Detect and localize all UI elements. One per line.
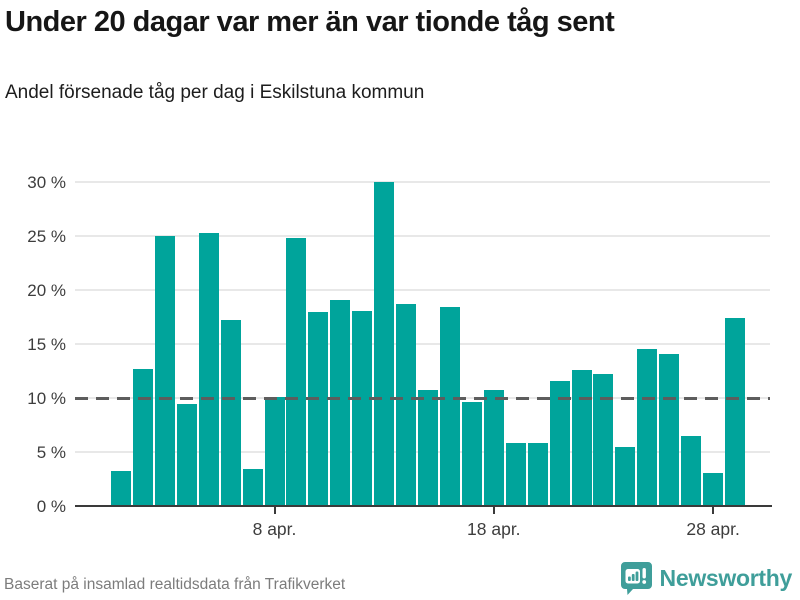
bar-21apr [549,380,570,506]
bar-26apr [659,353,680,506]
bar-17apr [461,402,482,506]
bar-27apr [681,435,702,506]
bar-11apr [330,299,351,506]
x-axis-label-28apr: 28 apr. [686,519,740,539]
bar-8apr [264,396,285,506]
bar-20apr [527,443,548,506]
reference-line-10pct [75,396,770,400]
y-axis-label-30: 30 % [27,173,66,192]
y-axis-label-5: 5 % [36,443,66,462]
x-axis-label-18apr: 18 apr. [467,519,521,539]
bar-chart-plot-area [75,181,770,506]
bar-19apr [505,443,526,506]
y-axis-label-15: 15 % [27,335,66,354]
bar-6apr [220,320,241,506]
x-axis-tick-28apr [712,507,715,514]
bar-2apr [132,368,153,506]
bar-9apr [286,238,307,506]
bar-23apr [593,374,614,506]
gridline-20pct [75,289,770,291]
page-title: Under 20 dagar var mer än var tionde tåg… [5,6,615,38]
bar-5apr [198,232,219,506]
x-axis-tick-18apr [492,507,495,514]
x-axis-tick-8apr [273,507,276,514]
x-axis-line [75,505,772,507]
bar-7apr [242,469,263,506]
bar-1apr [111,471,131,506]
bar-4apr [176,404,197,506]
gridline-15pct [75,343,770,345]
bar-13apr [374,182,395,506]
bar-24apr [615,446,636,506]
y-axis-label-25: 25 % [27,227,66,246]
bar-14apr [396,304,417,506]
newsworthy-logo-icon [620,561,653,595]
y-axis-label-20: 20 % [27,281,66,300]
gridline-25pct [75,235,770,237]
bar-12apr [352,310,373,506]
bar-28apr [703,472,724,506]
y-axis-label-10: 10 % [27,389,66,408]
bar-22apr [571,369,592,506]
bar-15apr [418,390,439,506]
x-axis-label-8apr: 8 apr. [252,519,297,539]
bar-25apr [637,349,658,506]
newsworthy-logo: Newsworthy [620,561,792,595]
bar-3apr [154,236,175,506]
bar-10apr [308,311,329,506]
bar-29apr [725,318,746,506]
chart-subtitle: Andel försenade tåg per dag i Eskilstuna… [5,82,425,103]
newsworthy-logo-text: Newsworthy [659,564,793,591]
y-axis-label-0: 0 % [36,497,66,516]
bar-18apr [483,390,504,506]
gridline-30pct [75,181,770,183]
bar-16apr [439,307,460,506]
source-attribution: Baserat på insamlad realtidsdata från Tr… [4,576,346,593]
